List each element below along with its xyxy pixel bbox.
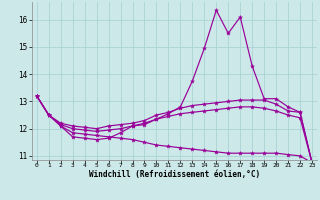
X-axis label: Windchill (Refroidissement éolien,°C): Windchill (Refroidissement éolien,°C) xyxy=(89,170,260,179)
